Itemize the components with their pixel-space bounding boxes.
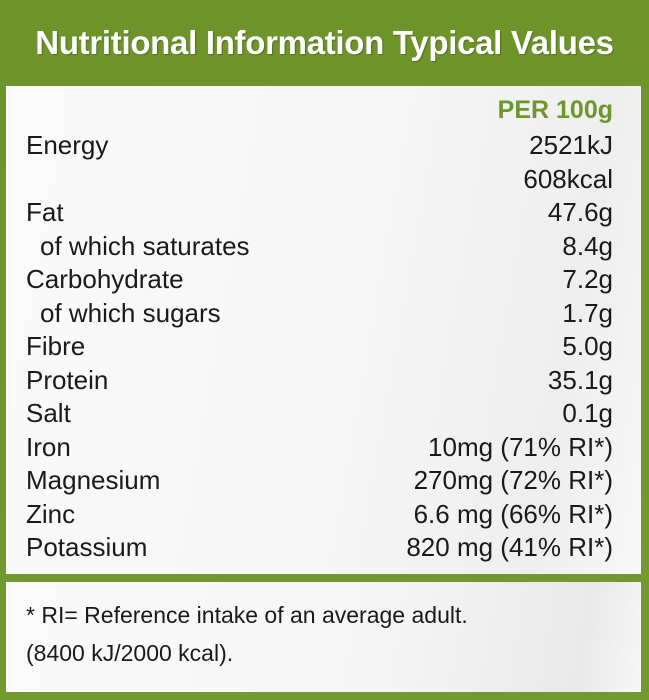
footnote-line-1: * RI= Reference intake of an average adu… [26, 602, 468, 628]
footnote-line-2: (8400 kJ/2000 kcal). [26, 640, 234, 666]
row-saturates: of which saturates 8.4g [6, 230, 641, 264]
nutrient-value: 6.6 mg (66% RI*) [413, 498, 613, 529]
nutrient-value: 47.6g [547, 197, 613, 228]
nutrient-label: of which sugars [40, 297, 221, 328]
nutrient-label: Iron [26, 431, 71, 462]
per-100g-header: PER 100g [497, 96, 613, 124]
nutrient-label: Fibre [26, 331, 86, 362]
nutrient-label: of which saturates [40, 230, 250, 261]
row-potassium: Potassium 820 mg (41% RI*) [6, 531, 641, 565]
row-magnesium: Magnesium 270mg (72% RI*) [6, 464, 641, 498]
row-iron: Iron 10mg (71% RI*) [6, 431, 641, 465]
nutrient-value: 5.0g [562, 331, 613, 362]
nutrient-value: 608kcal [523, 163, 613, 194]
row-zinc: Zinc 6.6 mg (66% RI*) [6, 498, 641, 532]
footnote-panel: * RI= Reference intake of an average adu… [6, 582, 641, 692]
row-protein: Protein 35.1g [6, 364, 641, 398]
row-fat: Fat 47.6g [6, 196, 641, 230]
nutrient-label: Zinc [26, 498, 76, 529]
nutrient-label: Protein [26, 364, 109, 395]
nutrient-value: 7.2g [562, 264, 613, 295]
row-salt: Salt 0.1g [6, 397, 641, 431]
nutrient-value: 35.1g [547, 364, 613, 395]
nutrient-label: Energy [26, 130, 109, 161]
nutrient-value: 270mg (72% RI*) [413, 465, 613, 496]
nutrition-table: PER 100g Energy 2521kJ 608kcal Fat 47.6g… [6, 86, 641, 574]
nutrient-label: Magnesium [26, 465, 161, 496]
row-energy-kj: Energy 2521kJ [6, 129, 641, 163]
nutrient-label: Salt [26, 398, 71, 429]
label-title: Nutritional Information Typical Values [35, 24, 614, 61]
nutrient-value: 8.4g [562, 230, 613, 261]
row-carbohydrate: Carbohydrate 7.2g [6, 263, 641, 297]
nutrient-value: 820 mg (41% RI*) [406, 532, 613, 563]
nutrition-rows: Energy 2521kJ 608kcal Fat 47.6g of which… [6, 129, 641, 565]
footnote: * RI= Reference intake of an average adu… [26, 596, 468, 672]
nutrient-label: Carbohydrate [26, 264, 184, 295]
row-sugars: of which sugars 1.7g [6, 297, 641, 331]
nutrient-value: 0.1g [562, 398, 613, 429]
row-energy-kcal: 608kcal [6, 163, 641, 197]
nutrient-value: 2521kJ [529, 130, 613, 161]
nutrient-label: Fat [26, 197, 64, 228]
nutrient-label: Potassium [26, 532, 148, 563]
nutrient-value: 1.7g [562, 297, 613, 328]
nutrient-value: 10mg (71% RI*) [428, 431, 613, 462]
row-fibre: Fibre 5.0g [6, 330, 641, 364]
